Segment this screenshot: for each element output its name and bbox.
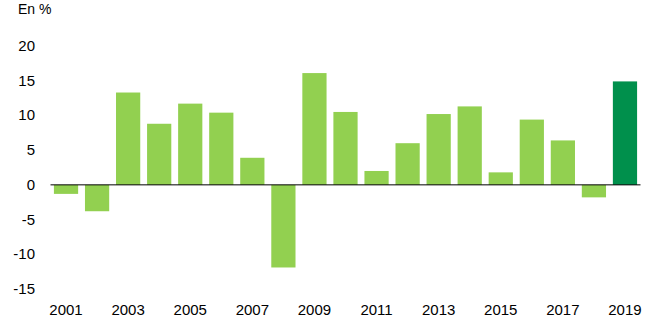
x-tick-label: 2019 (608, 301, 641, 318)
x-tick-label: 2009 (298, 301, 331, 318)
y-tick-label: 5 (27, 141, 35, 158)
bar (54, 185, 78, 194)
x-tick-label: 2011 (360, 301, 392, 318)
bar (178, 104, 202, 185)
bar (458, 106, 482, 184)
bar (333, 112, 357, 185)
bar (85, 185, 109, 211)
bars (54, 73, 637, 267)
bar (489, 172, 513, 184)
x-tick-label: 2003 (111, 301, 144, 318)
bar (395, 143, 419, 185)
bar (364, 171, 388, 185)
bar (551, 140, 575, 184)
x-axis-line (51, 184, 641, 185)
y-tick-label: -15 (13, 280, 35, 297)
y-tick-label: 10 (18, 106, 35, 123)
bar (427, 114, 451, 185)
bar (582, 185, 606, 197)
x-tick-label: 2001 (49, 301, 82, 318)
bar (240, 158, 264, 185)
x-tick-label: 2015 (484, 301, 517, 318)
bar (520, 120, 544, 185)
bar (209, 113, 233, 185)
y-tick-label: 0 (27, 176, 35, 193)
x-tick-label: 2005 (174, 301, 207, 318)
y-tick-label: 20 (18, 37, 35, 54)
chart-container: En % -15 -10 -5 0 5 10 15 20 2001 2003 2005 2007 2009… (0, 0, 650, 321)
x-tick-label: 2013 (422, 301, 455, 318)
bar (116, 93, 140, 185)
x-tick-label: 2007 (236, 301, 269, 318)
x-tick-label: 2017 (546, 301, 579, 318)
bar (302, 73, 326, 185)
y-axis-label: En % (18, 1, 51, 17)
y-tick-label: 15 (18, 72, 35, 89)
bar (147, 124, 171, 185)
bar (271, 185, 295, 268)
y-tick-label: -10 (13, 245, 35, 262)
chart-svg: En % -15 -10 -5 0 5 10 15 20 2001 2003 2005 2007 2009… (0, 0, 650, 321)
bar (613, 81, 637, 184)
y-tick-label: -5 (22, 211, 35, 228)
